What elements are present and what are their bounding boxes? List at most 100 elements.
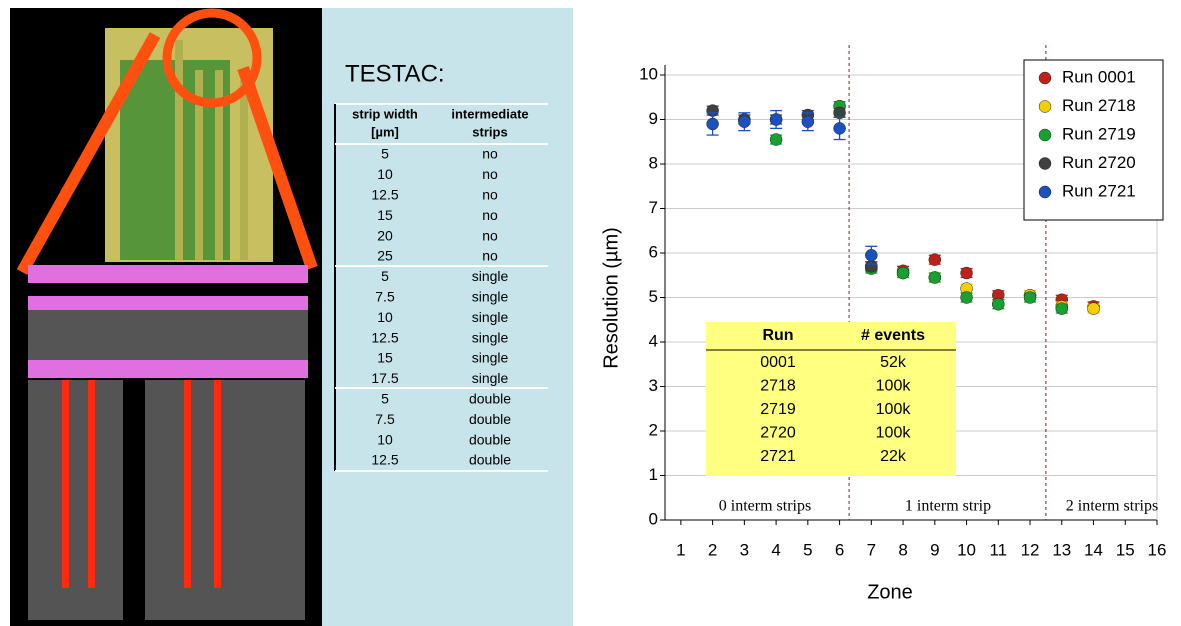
table-cell: 7.5	[375, 411, 395, 427]
y-tick-label: 9	[649, 109, 658, 128]
legend-label: Run 2721	[1062, 181, 1136, 200]
table-header: intermediate	[451, 106, 528, 121]
events-box	[706, 322, 956, 476]
table-cell: 100k	[876, 378, 912, 395]
table-cell: single	[472, 268, 509, 284]
x-tick-label: 11	[989, 540, 1007, 559]
table-cell: double	[469, 431, 511, 447]
y-tick-label: 0	[649, 509, 658, 528]
y-tick-label: 1	[649, 465, 658, 484]
table-cell: 2718	[760, 378, 796, 395]
data-point	[1088, 303, 1100, 315]
y-tick-label: 6	[649, 242, 658, 261]
y-tick-label: 3	[649, 376, 658, 395]
table-header: strips	[472, 124, 507, 139]
panel-title: TESTAC:	[345, 60, 445, 87]
table-cell: 25	[377, 248, 393, 264]
y-axis-label: Resolution (µm)	[600, 227, 622, 369]
y-tick-label: 8	[649, 153, 658, 172]
x-tick-label: 5	[803, 540, 812, 559]
y-tick-label: 4	[649, 331, 658, 350]
data-point	[865, 249, 877, 261]
x-tick-label: 1	[676, 540, 685, 559]
table-cell: 5	[381, 268, 389, 284]
table-cell: 2720	[760, 425, 796, 442]
table-cell: no	[482, 166, 498, 182]
x-axis-label: Zone	[867, 581, 913, 603]
table-header: strip width	[352, 106, 418, 121]
annotation: 2 interm strips	[1066, 498, 1158, 515]
data-point	[961, 292, 973, 304]
x-tick-label: 15	[1116, 540, 1135, 559]
x-tick-label: 14	[1084, 540, 1103, 559]
legend-label: Run 0001	[1062, 67, 1136, 86]
table-cell: 17.5	[371, 370, 398, 386]
data-point	[1056, 303, 1068, 315]
x-tick-label: 10	[957, 540, 976, 559]
legend-marker	[1039, 158, 1051, 170]
x-tick-label: 3	[740, 540, 749, 559]
table-cell: 7.5	[375, 289, 395, 305]
x-tick-label: 4	[771, 540, 780, 559]
table-header: Run	[762, 327, 793, 344]
table-cell: double	[469, 452, 511, 468]
data-point	[929, 271, 941, 283]
x-tick-label: 16	[1148, 540, 1167, 559]
data-point	[770, 114, 782, 126]
x-tick-label: 7	[867, 540, 876, 559]
y-tick-label: 7	[649, 198, 658, 217]
table-cell: 22k	[880, 448, 907, 465]
table-cell: 10	[377, 166, 393, 182]
legend-marker	[1039, 101, 1051, 113]
legend-label: Run 2718	[1062, 96, 1136, 115]
data-point	[834, 122, 846, 134]
legend-marker	[1039, 129, 1051, 141]
table-cell: double	[469, 411, 511, 427]
table-cell: 5	[381, 391, 389, 407]
x-tick-label: 8	[898, 540, 907, 559]
table-cell: 15	[377, 207, 393, 223]
table-cell: double	[469, 391, 511, 407]
annotation: 0 interm strips	[719, 498, 811, 515]
data-point	[770, 134, 782, 146]
table-cell: no	[482, 187, 498, 203]
table-cell: 12.5	[371, 329, 398, 345]
table-cell: no	[482, 146, 498, 162]
table-cell: 12.5	[371, 187, 398, 203]
table-header: [µm]	[371, 124, 399, 139]
data-point	[929, 254, 941, 266]
table-cell: 52k	[880, 354, 907, 371]
table-cell: single	[472, 350, 509, 366]
data-point	[897, 267, 909, 279]
table-cell: 20	[377, 227, 393, 243]
legend-marker	[1039, 72, 1051, 84]
y-tick-label: 10	[639, 64, 658, 83]
y-tick-label: 5	[649, 287, 658, 306]
table-cell: 2719	[760, 401, 796, 418]
table-cell: 15	[377, 350, 393, 366]
data-point	[707, 118, 719, 130]
table-cell: no	[482, 207, 498, 223]
table-cell: 5	[381, 146, 389, 162]
table-cell: no	[482, 248, 498, 264]
table-cell: 100k	[876, 425, 912, 442]
data-point	[738, 116, 750, 128]
table-cell: 12.5	[371, 452, 398, 468]
x-tick-label: 12	[1021, 540, 1040, 559]
data-point	[1024, 292, 1036, 304]
x-tick-label: 2	[708, 540, 717, 559]
legend-label: Run 2720	[1062, 153, 1136, 172]
table-cell: single	[472, 370, 509, 386]
data-point	[802, 116, 814, 128]
table-header: # events	[861, 327, 925, 344]
data-point	[961, 267, 973, 279]
table-cell: 0001	[760, 354, 796, 371]
x-tick-label: 9	[930, 540, 939, 559]
table-cell: 2721	[760, 448, 796, 465]
legend-label: Run 2719	[1062, 124, 1136, 143]
legend-marker	[1039, 186, 1051, 198]
x-tick-label: 13	[1052, 540, 1071, 559]
table-cell: 10	[377, 309, 393, 325]
table-cell: 100k	[876, 401, 912, 418]
